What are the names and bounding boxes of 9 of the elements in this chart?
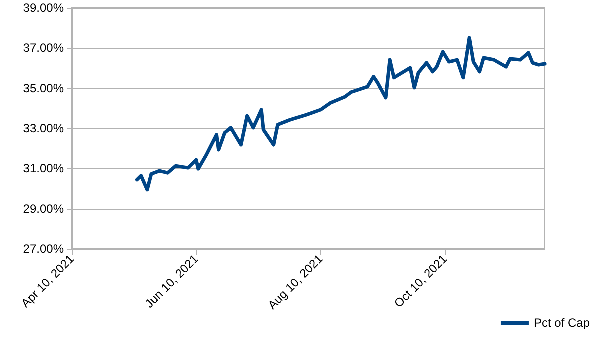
y-tick-label: 29.00% — [23, 202, 64, 216]
legend-label: Pct of Cap — [534, 316, 590, 330]
y-tick-label: 37.00% — [23, 41, 64, 56]
y-tick-label: 39.00% — [23, 1, 64, 15]
y-tick-label: 27.00% — [23, 242, 64, 256]
y-tick-label: 31.00% — [23, 162, 64, 176]
y-tick-label: 33.00% — [23, 122, 64, 136]
y-tick-label: 35.00% — [23, 81, 64, 96]
line-series — [135, 36, 547, 192]
